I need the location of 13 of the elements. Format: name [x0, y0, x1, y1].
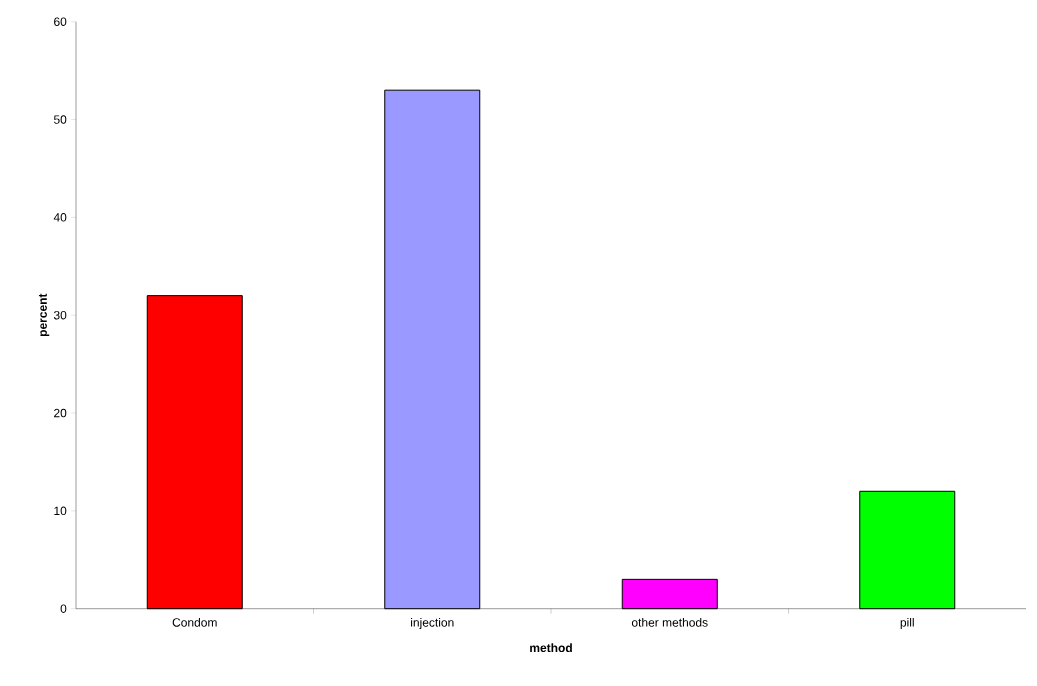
y-axis-title: percent — [38, 293, 50, 337]
y-tick-label: 50 — [53, 115, 67, 124]
y-tick-label: 40 — [53, 213, 67, 222]
y-tick-label: 20 — [54, 408, 67, 418]
x-axis-title: method — [530, 643, 572, 653]
x-tick-label: other methods — [631, 617, 708, 627]
y-tick-label: 30 — [53, 310, 67, 320]
y-tick-label: 0 — [60, 604, 67, 613]
x-tick-label: pill — [900, 617, 914, 630]
x-tick-label: injection — [411, 617, 454, 630]
x-tick-label: Condom — [172, 617, 217, 627]
y-tick-label: 10 — [54, 506, 67, 516]
y-tick-label: 60 — [54, 17, 67, 26]
